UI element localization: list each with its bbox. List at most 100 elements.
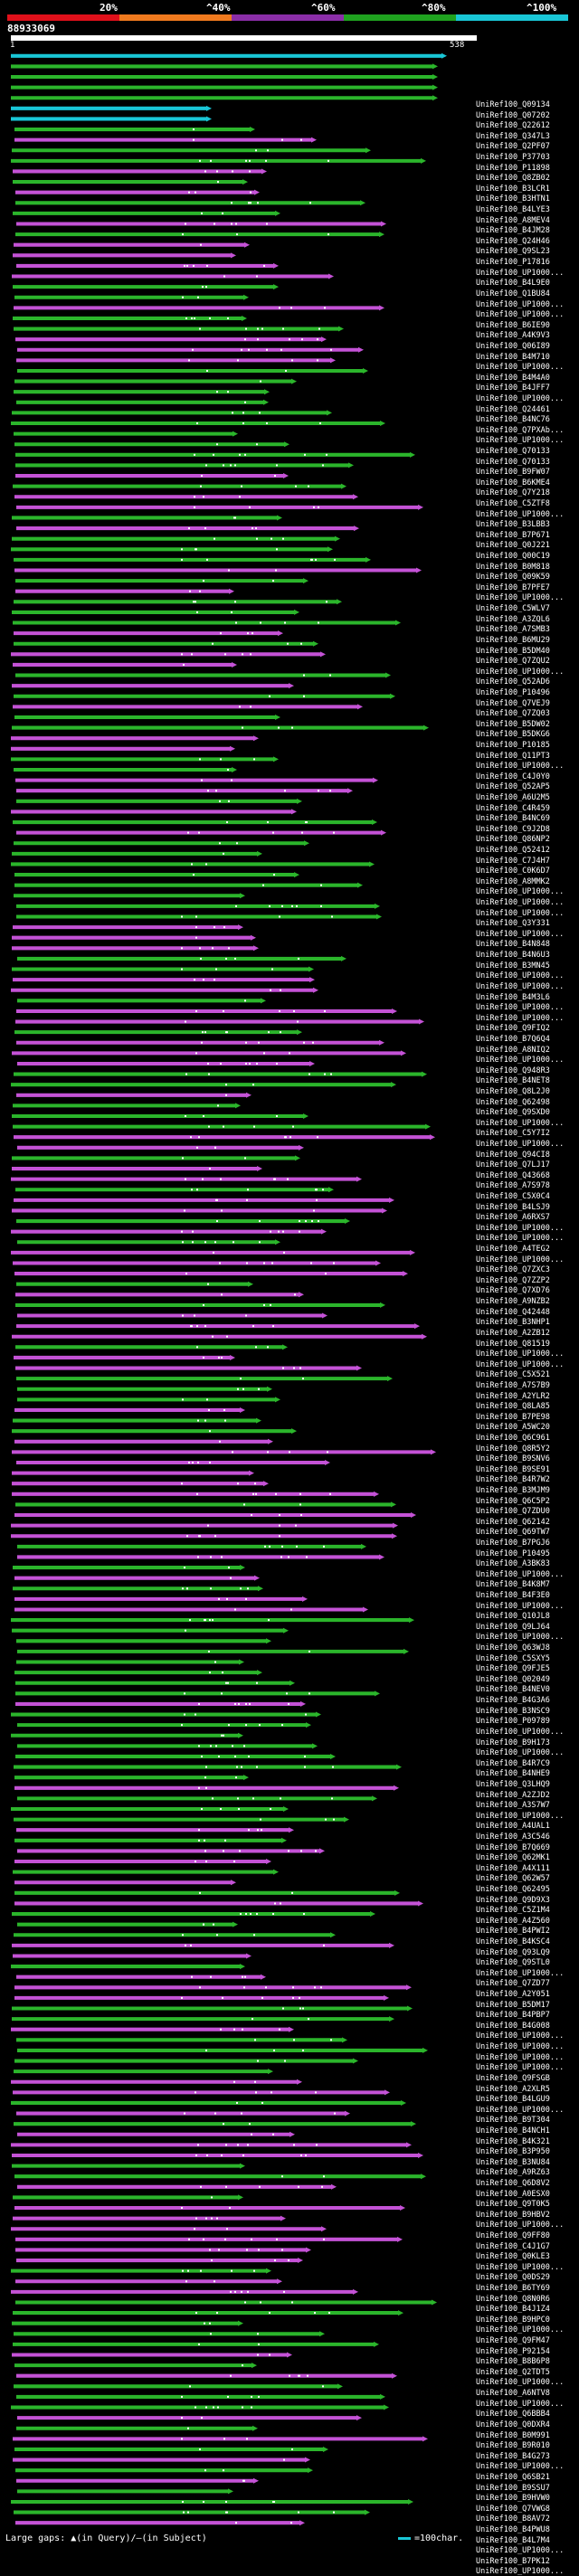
alignment-arrowhead [373,777,378,783]
subject-id: UniRef100_Q0DS29 [476,2273,550,2283]
alignment-arrowhead [387,1376,393,1382]
gap-marker [205,464,207,467]
alignment-arrowhead [380,421,385,427]
gap-marker [205,863,207,866]
subject-id: UniRef100_Q8L2J0 [476,1086,550,1096]
gap-marker [195,2312,197,2315]
gap-marker [204,1839,205,1842]
gap-marker [323,1944,325,1946]
subject-id: UniRef100_Q93LQ9 [476,1947,550,1957]
alignment-arrowhead [240,893,245,899]
subject-id: UniRef100_A4UAL1 [476,1822,550,1832]
alignment-arrowhead [290,2131,295,2137]
alignment-arrowhead [361,1543,366,1549]
subject-id: UniRef100_Q7ZQ03 [476,709,550,719]
gap-marker [282,2007,284,2010]
alignment-arrowhead [423,724,429,731]
gap-marker [195,2154,197,2156]
alignment-arrowhead [299,1292,304,1298]
gap-marker [207,790,209,792]
alignment-arrowhead [258,1586,263,1592]
alignment-arrowhead [320,651,326,658]
subject-id: UniRef100_UP1000... [476,1601,565,1611]
subject-id: UniRef100_UP1000... [476,2221,565,2230]
gap-marker [203,1923,204,1926]
subject-id: UniRef100_A3BK83 [476,1559,550,1569]
gap-marker [327,233,329,236]
gap-marker [201,779,203,781]
alignment-arrowhead [261,168,267,175]
alignment-arrowhead [291,378,297,384]
gap-marker [286,1692,288,1695]
alignment-arrowhead [421,157,426,164]
gap-marker [259,412,261,414]
gap-marker [212,1335,214,1338]
subject-id: UniRef100_UP1000... [476,1056,565,1065]
gap-marker [255,527,257,530]
alignment-arrowhead [358,346,364,353]
gap-marker [198,1702,200,1705]
alignment-arrowhead [289,683,294,689]
gap-marker [245,1702,247,1705]
subject-id: UniRef100_UP1000... [476,436,565,446]
subject-id: UniRef100_B4LSJ9 [476,1202,550,1212]
gap-marker [213,1251,214,1254]
alignment-arrowhead [342,2037,347,2043]
gap-marker [255,149,257,152]
gap-marker [224,1839,226,1842]
gap-marker [269,695,271,697]
gap-marker [223,275,225,278]
subject-id: UniRef100_A3C546 [476,1832,550,1842]
subject-id: UniRef100_B3P950 [476,2147,550,2157]
alignment-arrowhead [273,1869,279,1875]
gap-marker [237,359,239,362]
gap-marker [261,327,263,330]
alignment-arrowhead [238,2320,243,2326]
alignment-arrowhead [379,1554,384,1560]
subject-id: UniRef100_P10495 [476,1548,550,1558]
gap-marker [254,2039,256,2041]
subject-id: UniRef100_B9T304 [476,2116,550,2126]
subject-id: UniRef100_Q07202 [476,110,550,120]
gap-marker [199,159,201,162]
alignment-arrowhead [266,1859,271,1865]
alignment-arrowhead [275,1239,280,1245]
alignment-arrowhead [401,2099,406,2106]
gap-marker [257,2333,259,2335]
subject-id: UniRef100_Q9FF80 [476,2231,550,2240]
subject-id: UniRef100_B4F3E0 [476,1591,550,1601]
gap-marker [242,422,244,425]
gap-marker [284,2060,286,2062]
gap-marker [334,2112,336,2115]
gap-marker [202,1178,204,1180]
alignment-arrowhead [392,1533,397,1539]
alignment-arrowhead [394,1889,400,1896]
gap-marker [221,1356,223,1359]
gap-marker [195,601,196,603]
subject-id: UniRef100_UP1000... [476,2567,565,2576]
subject-id: UniRef100_B3MN45 [476,961,550,971]
gap-marker [301,831,303,834]
gap-marker [184,2112,185,2115]
alignment-arrowhead [257,1670,262,1676]
gap-marker [206,264,208,267]
gap-marker [219,842,221,845]
gap-marker [254,2080,256,2083]
subject-id: UniRef100_UP1000... [476,2262,565,2272]
alignment-arrowhead [275,714,280,720]
gap-marker [196,611,198,613]
gap-marker [245,159,247,162]
subject-id: UniRef100_B4LYE3 [476,205,550,215]
gap-marker [288,1702,290,1705]
gap-marker [218,1597,220,1600]
alignment-arrowhead [206,116,212,122]
alignment-arrowhead [266,2268,271,2274]
subject-id: UniRef100_Q22612 [476,121,550,131]
gap-marker [333,2511,335,2514]
gap-marker [190,1325,192,1328]
gap-marker [278,726,280,729]
subject-id: UniRef100_Q9T0K5 [476,2200,550,2210]
gap-marker [203,2238,204,2240]
gap-marker [226,2228,228,2230]
gap-marker [236,2101,238,2104]
